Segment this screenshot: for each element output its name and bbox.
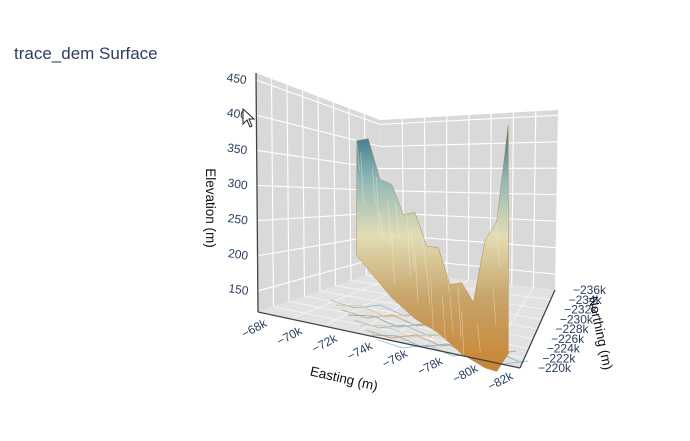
- surface-texture: [496, 223, 500, 268]
- surface-texture: [457, 286, 462, 339]
- surface-texture: [372, 166, 376, 203]
- surface-texture: [442, 295, 446, 340]
- x-tick-label: −68k: [239, 316, 270, 341]
- dem-surface: [356, 124, 509, 372]
- cursor-icon: [242, 107, 256, 128]
- y-tick-label: −222k: [542, 351, 576, 365]
- x-tick-label: −74k: [345, 338, 376, 363]
- y-gridline: [270, 78, 275, 307]
- x-tick-label: −72k: [310, 331, 341, 356]
- z-axis-title: Elevation (m): [203, 168, 218, 248]
- surface-texture: [430, 278, 434, 339]
- y-gridline: [301, 90, 306, 297]
- surface-texture: [387, 201, 392, 246]
- y-gridline: [286, 84, 290, 302]
- y-tick-label: −224k: [547, 342, 581, 356]
- y-tick-label: −236k: [573, 283, 607, 297]
- y-gridline: [317, 96, 321, 292]
- y-tick-label: −228k: [556, 322, 590, 336]
- y-tick-label: −232k: [564, 303, 598, 317]
- z-tick-label: 450: [226, 70, 248, 87]
- y-gridline: [348, 108, 352, 281]
- surface-texture: [492, 288, 497, 325]
- surface-texture: [411, 226, 415, 271]
- z-axis-line: [255, 72, 259, 313]
- y-tick-labels: −220k−222k−224k−226k−228k−230k−232k−234k…: [538, 283, 607, 375]
- y-axis-title: Northing (m): [585, 295, 615, 371]
- y-tick-label: −234k: [569, 293, 603, 307]
- x-tick-label: −70k: [274, 323, 305, 348]
- surface-texture: [360, 152, 364, 205]
- y-gridline: [332, 102, 337, 286]
- y-axis-line: [519, 289, 556, 369]
- surface-texture: [356, 142, 360, 171]
- surface-texture: [446, 265, 450, 294]
- surface-texture: [426, 268, 430, 305]
- surface-texture: [449, 296, 454, 333]
- surface-texture: [407, 216, 411, 277]
- surface-texture: [379, 211, 384, 240]
- x-gridline: [532, 111, 537, 288]
- surface-texture: [461, 310, 465, 371]
- z-tick-label: 300: [227, 176, 249, 193]
- x-tick-label: −78k: [415, 353, 446, 378]
- x-tick-label: −76k: [380, 346, 411, 371]
- surface-texture: [391, 232, 395, 285]
- surface-texture: [422, 240, 427, 269]
- x-tick-label: −80k: [450, 361, 481, 386]
- z-gridline: [256, 149, 558, 170]
- surface-texture: [395, 202, 399, 239]
- y-tick-label: −220k: [538, 361, 572, 375]
- z-tick-label: 200: [227, 246, 249, 263]
- chart-title: trace_dem Surface: [14, 44, 158, 63]
- z-tick-label: 150: [228, 281, 250, 298]
- x-gridline: [467, 114, 470, 281]
- y-tick-label: −230k: [560, 312, 594, 326]
- x-axis-title: Easting (m): [309, 364, 380, 394]
- z-gridline: [256, 114, 558, 148]
- y-tick-label: −226k: [551, 332, 585, 346]
- x-axis-line: [257, 311, 521, 369]
- x-tick-label: −82k: [485, 368, 516, 393]
- surface-texture: [477, 324, 481, 353]
- surface-texture: [376, 176, 380, 237]
- surface-layer: [356, 124, 509, 372]
- surface-texture: [414, 250, 419, 303]
- z-tick-label: 350: [226, 141, 248, 158]
- x-gridline: [511, 112, 515, 286]
- z-gridline: [255, 79, 558, 125]
- z-tick-label: 250: [227, 211, 249, 228]
